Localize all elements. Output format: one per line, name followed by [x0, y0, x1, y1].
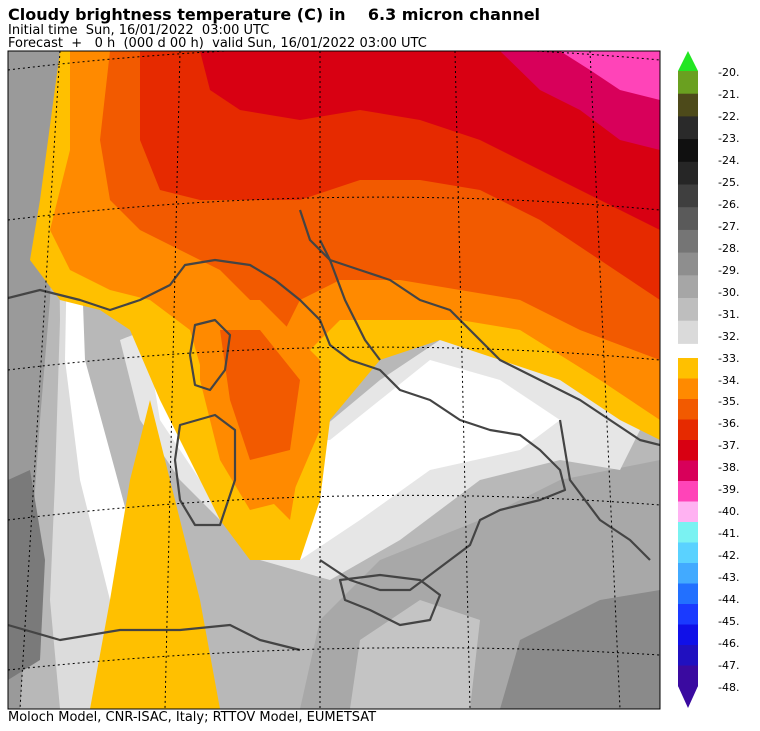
colorbar-swatch [678, 604, 698, 625]
colorbar-swatch [678, 501, 698, 523]
colorbar-tick-label: -23. [718, 131, 740, 145]
colorbar-tick-label: -24. [718, 153, 740, 167]
field-tyrrhenian-dark [220, 330, 300, 460]
colorbar-swatch [678, 665, 698, 687]
coast-greece [558, 419, 651, 561]
colorbar-tick-label: -48. [718, 681, 740, 694]
colorbar [678, 51, 698, 708]
initial-time-label: Initial time Sun, 16/01/2022 03:00 UTC [8, 23, 270, 38]
colorbar-swatch [678, 116, 698, 140]
colorbar-tick-label: -41. [718, 527, 740, 541]
colorbar-swatch [678, 298, 698, 322]
colorbar-swatch [678, 275, 698, 299]
colorbar-swatch [678, 522, 698, 543]
colorbar-tick-label: -39. [718, 483, 740, 497]
colorbar-swatch [678, 419, 698, 441]
colorbar-tick-label: -42. [718, 549, 740, 563]
colorbar-tick-label: -25. [718, 175, 740, 189]
field-white-band [65, 51, 200, 709]
colorbar-tick-label: -38. [718, 461, 740, 475]
field-yellow-south [90, 360, 220, 709]
colorbar-tick-label: -34. [718, 373, 740, 387]
colorbar-swatch [678, 645, 698, 666]
colorbar-tick-label: -37. [718, 439, 740, 453]
colorbar-tick-label: -32. [718, 329, 740, 343]
colorbar-swatch [678, 624, 698, 646]
colorbar-bottom-arrow [678, 686, 698, 708]
colorbar-swatch [678, 161, 698, 185]
colorbar-tick-label: -40. [718, 505, 740, 519]
lat-line-4 [8, 647, 660, 671]
colorbar-swatch [678, 207, 698, 231]
colorbar-tick-label: -35. [718, 395, 740, 409]
field-pink [560, 51, 660, 100]
colorbar-swatch [678, 184, 698, 208]
coastlines [8, 209, 660, 652]
lat-line-0 [8, 51, 660, 71]
field-se-light [350, 600, 480, 709]
colorbar-tick-label: -45. [718, 615, 740, 629]
lat-line-2 [8, 346, 660, 371]
forecast-label: Forecast + 0 h (000 d 00 h) valid Sun, 1… [8, 36, 427, 51]
colorbar-swatch [678, 320, 698, 344]
lat-line-3 [8, 494, 660, 521]
lat-line-1 [8, 196, 660, 221]
graticule [8, 51, 660, 709]
colorbar-swatch [678, 139, 698, 163]
colorbar-upper-section [678, 71, 698, 344]
colorbar-tick-label: -27. [718, 219, 740, 233]
colorbar-tick-label: -26. [718, 197, 740, 211]
colorbar-tick-label: -31. [718, 307, 740, 321]
colorbar-tick-label: -33. [718, 351, 740, 365]
map-frame [7, 50, 661, 710]
colorbar-swatch [678, 71, 698, 95]
colorbar-swatch [678, 229, 698, 254]
coast-adriatic-west [298, 209, 381, 361]
colorbar-tick-label: -43. [718, 571, 740, 585]
colorbar-tick-label: -28. [718, 241, 740, 255]
colorbar-swatch [678, 563, 698, 584]
colorbar-swatch [678, 93, 698, 117]
colorbar-swatch [678, 440, 698, 461]
colorbar-swatch [678, 583, 698, 605]
field-light-band [50, 51, 180, 709]
colorbar-lower-section [678, 358, 698, 687]
colorbar-tick-label: -22. [718, 109, 740, 123]
colorbar-tick-label: -47. [718, 659, 740, 673]
coast-corsica [188, 318, 232, 392]
colorbar-top-arrow [678, 51, 698, 71]
model-credit: Moloch Model, CNR-ISAC, Italy; RTTOV Mod… [8, 710, 377, 725]
colorbar-swatch [678, 358, 698, 379]
colorbar-tick-label: -44. [718, 593, 740, 607]
colorbar-swatch [678, 460, 698, 482]
colorbar-tick-label: -46. [718, 637, 740, 651]
colorbar-tick-label: -36. [718, 417, 740, 431]
colorbar-swatch [678, 481, 698, 502]
colorbar-swatch [678, 378, 698, 400]
colorbar-tick-label: -30. [718, 285, 740, 299]
coast-italy-west [8, 258, 567, 592]
coast-sicily [338, 573, 442, 627]
colorbar-swatch [678, 399, 698, 420]
field-deep-red [200, 51, 660, 230]
coast-adriatic-east [319, 239, 660, 447]
colorbar-swatch [678, 252, 698, 276]
field-se-dark [500, 590, 660, 709]
colorbar-tick-label: -20. [718, 66, 740, 79]
colorbar-tick-label: -21. [718, 87, 740, 101]
temperature-field [8, 51, 660, 709]
colorbar-tick-label: -29. [718, 263, 740, 277]
coast-sardinia [173, 413, 237, 527]
coast-north-africa [8, 623, 301, 652]
map-title: Cloudy brightness temperature (C) in 6.3… [8, 5, 541, 24]
colorbar-swatch [678, 542, 698, 564]
